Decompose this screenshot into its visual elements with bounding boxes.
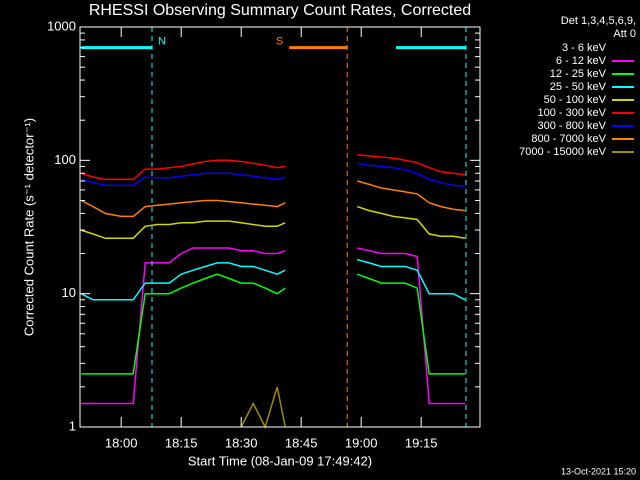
- series-line: [80, 180, 466, 218]
- x-tick-label: 18:00: [105, 435, 138, 450]
- legend-label: 50 - 100 keV: [544, 94, 607, 106]
- x-axis-label: Start Time (08-Jan-09 17:49:42): [188, 453, 372, 468]
- legend-title: Det 1,3,4,5,6,9,: [561, 15, 636, 27]
- x-tick-label: 18:30: [225, 435, 258, 450]
- y-tick-label: 100: [54, 152, 76, 167]
- legend-label: 300 - 800 keV: [538, 120, 607, 132]
- y-axis-label: Corrected Count Rate (s⁻¹ detector⁻¹): [21, 118, 36, 336]
- legend-label: 25 - 50 keV: [550, 81, 607, 93]
- y-tick-label: 1000: [47, 18, 76, 33]
- x-tick-label: 18:15: [165, 435, 198, 450]
- footer: 13-Oct-2021 15:20: [561, 466, 636, 476]
- legend-label: 100 - 300 keV: [538, 107, 607, 119]
- series-line: [80, 258, 466, 301]
- chart-title: RHESSI Observing Summary Count Rates, Co…: [89, 2, 471, 19]
- flag-label: S: [276, 36, 283, 48]
- series-line: [80, 154, 466, 181]
- legend-label: 6 - 12 keV: [556, 55, 607, 67]
- series-line: [240, 386, 286, 430]
- legend-label: 800 - 7000 keV: [531, 133, 606, 145]
- series-line: [81, 273, 466, 375]
- y-tick-label: 1: [69, 418, 76, 433]
- series-line: [81, 247, 466, 405]
- series-line: [81, 162, 466, 187]
- legend-label: 12 - 25 keV: [550, 68, 607, 80]
- x-tick-label: 19:00: [345, 435, 378, 450]
- legend-label: 3 - 6 keV: [562, 42, 607, 54]
- flag-label: N: [158, 36, 166, 48]
- y-tick-label: 10: [62, 285, 76, 300]
- plot-frame: [79, 26, 481, 428]
- x-tick-label: 19:15: [405, 435, 438, 450]
- legend-label: 7000 - 15000 keV: [519, 146, 607, 158]
- series-line: [145, 269, 418, 308]
- x-tick-label: 18:45: [285, 435, 318, 450]
- legend-title: Att 0: [613, 28, 636, 40]
- series-line: [80, 205, 466, 240]
